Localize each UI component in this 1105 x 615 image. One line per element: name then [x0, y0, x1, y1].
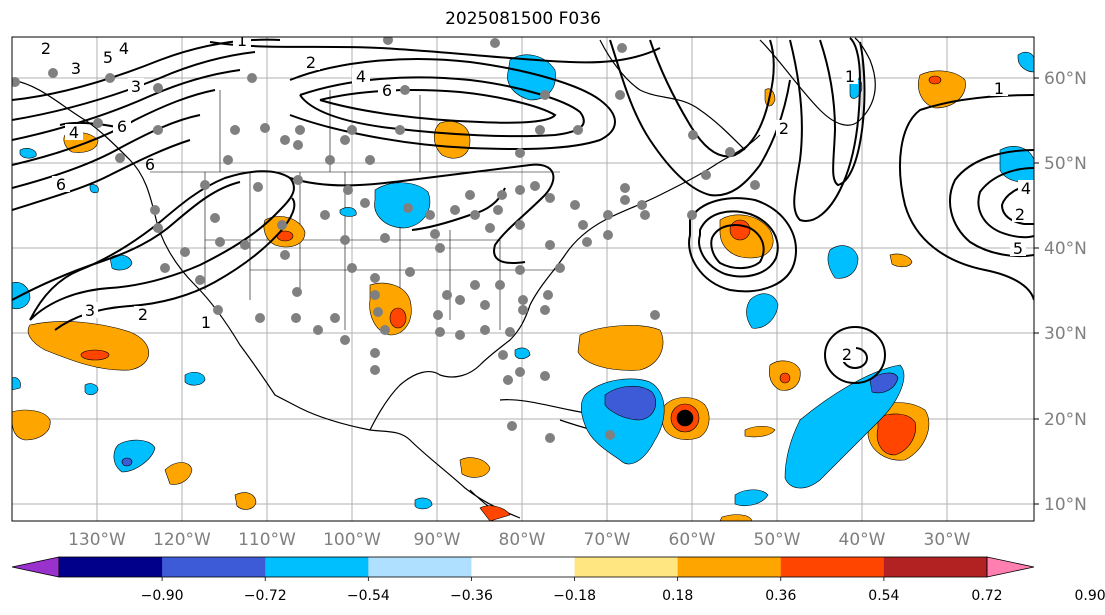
map-title: 2025081500 F036 [445, 9, 601, 29]
blue-area-midwest [374, 182, 431, 229]
colorbar-segment [265, 557, 369, 577]
contour-label: 4 [1021, 179, 1031, 198]
contour-label: 2 [138, 305, 148, 324]
colorbar-tick-label: −0.18 [553, 588, 596, 604]
contour-label: 1 [237, 31, 247, 50]
lat-label: 20°N [1044, 410, 1087, 430]
colorbar-tick-label: 0.90 [1075, 588, 1105, 604]
colorbar-tick-label: −0.54 [347, 588, 390, 604]
lon-label: 120°W [153, 530, 211, 550]
colorbar-tick-label: 0.18 [662, 588, 693, 604]
colorbar-segment [780, 557, 885, 577]
lat-ticks [1034, 77, 1039, 505]
colorbar-segment [368, 557, 472, 577]
contour-label: 1 [994, 79, 1004, 98]
contour-labels: 1 2 3 4 5 6 6 2 4 6 1 2 1 2 [38, 31, 1034, 364]
contour-label: 6 [117, 117, 127, 136]
map-frame [11, 36, 1035, 522]
orange-area-great-lakes [433, 121, 471, 159]
orange-area-atlantic-1 [577, 325, 664, 371]
lon-label: 50°W [754, 530, 801, 550]
contour-label: 1 [845, 67, 855, 86]
blue-area-atlantic-streak [784, 364, 905, 489]
contour-label: 5 [103, 48, 113, 67]
contour-label: 2 [41, 39, 51, 58]
lat-label: 40°N [1044, 239, 1087, 259]
colorbar-tick-label: −0.72 [244, 588, 287, 604]
colorbar-segment [677, 557, 782, 577]
lon-label: 60°W [669, 530, 716, 550]
contour-label: 4 [356, 67, 366, 86]
colorbar-segment [471, 557, 576, 577]
contour-label: 6 [382, 81, 392, 100]
lon-label: 70°W [584, 530, 631, 550]
colorbar-extend-max [986, 556, 1035, 578]
colorbar-extend-min [11, 556, 60, 578]
political-borders [150, 90, 560, 330]
contour-label: 2 [842, 345, 852, 364]
contour-label: 1 [201, 313, 211, 332]
contour-label: 2 [779, 119, 789, 138]
colorbar-labels: −0.90 −0.72 −0.54 −0.36 −0.18 0.18 0.36 … [141, 588, 1105, 604]
contour-label: 6 [145, 155, 155, 174]
contour-label: 4 [69, 123, 79, 142]
colorbar [11, 556, 1035, 581]
contour-label: 3 [131, 77, 141, 96]
colorbar-segment [883, 557, 988, 577]
lat-label: 30°N [1044, 324, 1087, 344]
anomaly-fills [12, 51, 1034, 521]
colorbar-segment [574, 557, 679, 577]
contour-label: 5 [1013, 239, 1023, 258]
lat-labels: 60°N 50°N 40°N 30°N 20°N 10°N [1044, 69, 1087, 515]
colorbar-frame [58, 556, 988, 578]
colorbar-tick-label: 0.54 [868, 588, 899, 604]
contour-label: 6 [56, 175, 66, 194]
colorbar-segment [59, 557, 163, 577]
lon-label: 130°W [68, 530, 126, 550]
contour-label: 3 [71, 59, 81, 78]
lat-label: 60°N [1044, 69, 1087, 89]
contour-label: 4 [119, 39, 129, 58]
lon-label: 80°W [499, 530, 546, 550]
lon-label: 100°W [323, 530, 381, 550]
lat-label: 50°N [1044, 154, 1087, 174]
colorbar-tick-label: −0.36 [450, 588, 493, 604]
coastlines [12, 37, 876, 519]
lon-label: 40°W [839, 530, 886, 550]
contour-label: 2 [306, 53, 316, 72]
colorbar-tick-label: 0.36 [765, 588, 796, 604]
contour-label: 3 [85, 301, 95, 320]
colorbar-segment [162, 557, 266, 577]
colorbar-tick-label: 0.72 [971, 588, 1002, 604]
lon-label: 90°W [414, 530, 461, 550]
colorbar-tick-label: −0.90 [141, 588, 184, 604]
lon-label: 30°W [924, 530, 971, 550]
lat-label: 10°N [1044, 495, 1087, 515]
orange-area-pacific [27, 321, 149, 371]
lon-label: 110°W [238, 530, 296, 550]
station-markers [12, 37, 760, 443]
contour-label: 2 [1015, 205, 1025, 224]
orange-area-far-west [12, 409, 51, 441]
lon-labels: 130°W 120°W 110°W 100°W 90°W 80°W 70°W 6… [68, 530, 971, 550]
